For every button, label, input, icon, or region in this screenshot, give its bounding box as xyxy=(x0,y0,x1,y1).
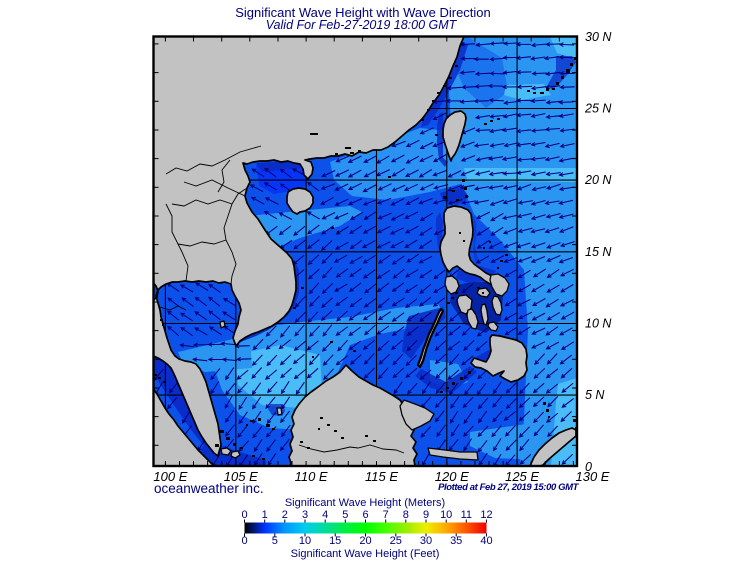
svg-text:10: 10 xyxy=(299,535,311,547)
svg-text:115 E: 115 E xyxy=(365,469,398,484)
svg-text:10 N: 10 N xyxy=(585,317,612,331)
svg-text:11: 11 xyxy=(461,509,472,521)
svg-text:0: 0 xyxy=(241,509,247,521)
svg-text:0: 0 xyxy=(241,535,247,547)
svg-text:0: 0 xyxy=(585,460,592,474)
svg-text:Significant Wave Height with W: Significant Wave Height with Wave Direct… xyxy=(235,5,491,20)
svg-text:105 E: 105 E xyxy=(224,469,258,484)
svg-text:12: 12 xyxy=(480,509,492,521)
svg-text:5: 5 xyxy=(342,509,348,521)
svg-text:2: 2 xyxy=(282,509,288,521)
svg-text:15 N: 15 N xyxy=(585,245,612,259)
svg-text:Valid For Feb-27-2019 18:00 GM: Valid For Feb-27-2019 18:00 GMT xyxy=(266,18,458,32)
svg-text:oceanweather inc.: oceanweather inc. xyxy=(154,481,264,496)
svg-text:5 N: 5 N xyxy=(585,388,605,402)
svg-text:7: 7 xyxy=(383,509,389,521)
svg-text:Significant Wave Height (Feet): Significant Wave Height (Feet) xyxy=(291,548,440,560)
svg-text:1: 1 xyxy=(262,509,268,521)
svg-text:40: 40 xyxy=(480,535,492,547)
svg-text:130 E: 130 E xyxy=(576,469,610,484)
svg-text:120 E: 120 E xyxy=(435,469,469,484)
svg-text:20: 20 xyxy=(359,535,371,547)
svg-text:6: 6 xyxy=(362,509,368,521)
svg-text:25: 25 xyxy=(390,535,402,547)
svg-text:30 N: 30 N xyxy=(585,30,612,44)
svg-text:35: 35 xyxy=(450,535,462,547)
svg-text:15: 15 xyxy=(329,535,341,547)
svg-text:9: 9 xyxy=(423,509,429,521)
svg-text:125 E: 125 E xyxy=(505,469,539,484)
svg-text:110 E: 110 E xyxy=(295,469,328,484)
svg-text:Plotted at Feb 27, 2019 15:00: Plotted at Feb 27, 2019 15:00 GMT xyxy=(438,482,580,493)
svg-text:20 N: 20 N xyxy=(584,173,612,187)
svg-text:10: 10 xyxy=(440,509,452,521)
svg-text:5: 5 xyxy=(272,535,278,547)
svg-text:8: 8 xyxy=(403,509,409,521)
svg-text:100 E: 100 E xyxy=(153,469,187,484)
svg-text:3: 3 xyxy=(302,509,308,521)
svg-text:25 N: 25 N xyxy=(584,102,612,116)
svg-text:Significant Wave Height (Meter: Significant Wave Height (Meters) xyxy=(285,497,445,509)
svg-text:4: 4 xyxy=(322,509,328,521)
svg-text:30: 30 xyxy=(420,535,432,547)
